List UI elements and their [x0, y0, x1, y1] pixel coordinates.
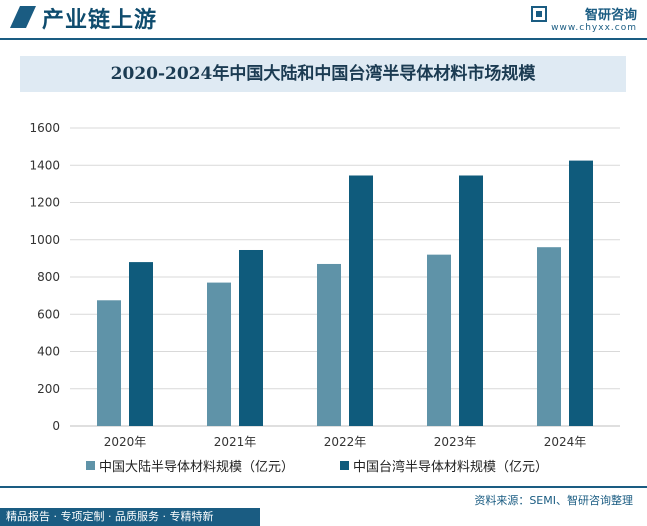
legend-item-mainland: 中国大陆半导体材料规模（亿元）: [86, 456, 294, 475]
bar-mainland: [97, 300, 121, 426]
y-tick-label: 400: [37, 345, 60, 359]
bar-mainland: [207, 282, 231, 426]
bar-mainland: [537, 247, 561, 426]
header-accent-icon: [10, 6, 36, 28]
legend-label-mainland: 中国大陆半导体材料规模（亿元）: [99, 460, 295, 475]
slogan-banner: 精品报告 · 专项定制 · 品质服务 · 专精特新: [0, 508, 260, 526]
footer-divider: [0, 486, 647, 488]
brand-url: www.chyxx.com: [551, 23, 637, 33]
x-tick-label: 2022年: [324, 435, 367, 449]
y-tick-label: 1400: [29, 158, 60, 172]
brand-name: 智研咨询: [584, 8, 637, 23]
bar-mainland: [427, 254, 451, 426]
brand-logo-icon: [531, 6, 548, 22]
bar-taiwan: [569, 160, 593, 426]
chart-title: 2020-2024年中国大陆和中国台湾半导体材料市场规模: [110, 64, 536, 84]
x-tick-label: 2023年: [434, 435, 477, 449]
bar-taiwan: [349, 175, 373, 426]
chart-title-box: 2020-2024年中国大陆和中国台湾半导体材料市场规模: [20, 56, 626, 92]
source-note: 资料来源：SEMI、智研咨询整理: [474, 494, 633, 507]
bar-taiwan: [239, 249, 263, 426]
brand: 智研咨询 www.chyxx.com: [531, 4, 637, 33]
x-tick-label: 2020年: [104, 435, 147, 449]
chart-legend: 中国大陆半导体材料规模（亿元） 中国台湾半导体材料规模（亿元）: [0, 456, 647, 476]
bar-taiwan: [129, 262, 153, 426]
y-tick-label: 1600: [29, 121, 60, 135]
legend-swatch-taiwan: [340, 461, 349, 470]
y-tick-label: 800: [37, 270, 60, 284]
x-tick-label: 2021年: [214, 435, 257, 449]
bar-mainland: [317, 263, 341, 426]
y-tick-label: 0: [52, 419, 60, 433]
legend-item-taiwan: 中国台湾半导体材料规模（亿元）: [340, 456, 548, 475]
y-tick-label: 1000: [29, 233, 60, 247]
y-tick-label: 600: [37, 307, 60, 321]
y-tick-label: 200: [37, 382, 60, 396]
y-tick-label: 1200: [29, 196, 60, 210]
page-footer: 资料来源：SEMI、智研咨询整理 精品报告 · 专项定制 · 品质服务 · 专精…: [0, 486, 647, 526]
page-header: 产业链上游 智研咨询 www.chyxx.com: [0, 0, 647, 40]
section-title: 产业链上游: [42, 7, 158, 33]
x-tick-label: 2024年: [544, 435, 587, 449]
legend-label-taiwan: 中国台湾半导体材料规模（亿元）: [353, 460, 549, 475]
legend-swatch-mainland: [86, 461, 95, 470]
bar-chart: 0 200 400 600 800 1000 1200 1400 1600 2020年 2021年 2…: [29, 121, 620, 449]
bar-taiwan: [459, 175, 483, 426]
header-divider: [0, 38, 647, 40]
slogan-text: 精品报告 · 专项定制 · 品质服务 · 专精特新: [6, 510, 214, 523]
